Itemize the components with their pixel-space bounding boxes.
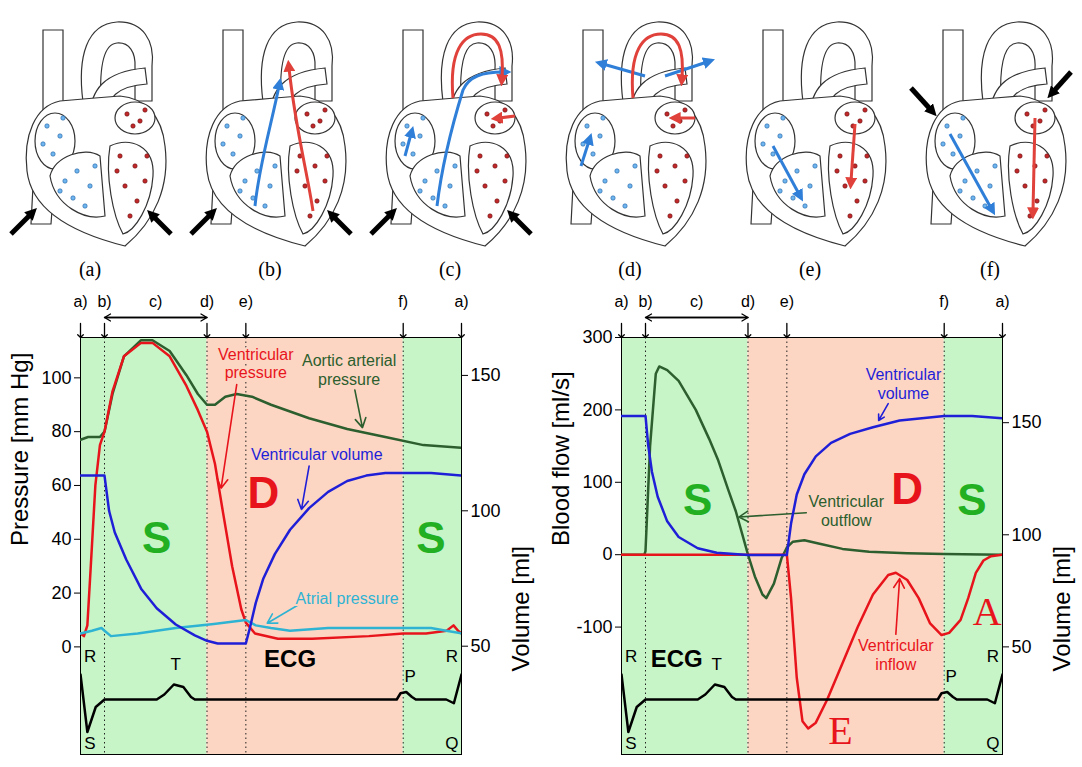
svg-text:a): a) xyxy=(995,293,1009,310)
svg-text:S: S xyxy=(625,734,636,753)
svg-text:R: R xyxy=(625,647,637,666)
svg-text:Ventricularinflow: Ventricularinflow xyxy=(858,637,934,672)
svg-text:(d): (d) xyxy=(618,258,641,281)
svg-text:50: 50 xyxy=(1012,637,1032,657)
svg-text:150: 150 xyxy=(1012,412,1042,432)
svg-text:0: 0 xyxy=(61,637,71,657)
svg-text:(e): (e) xyxy=(799,258,821,281)
svg-text:Q: Q xyxy=(986,734,999,753)
svg-text:b): b) xyxy=(97,293,111,310)
svg-text:Volume [ml]: Volume [ml] xyxy=(507,546,534,671)
svg-text:100: 100 xyxy=(1012,525,1042,545)
svg-text:ECG: ECG xyxy=(651,645,703,672)
svg-text:e): e) xyxy=(780,293,794,310)
svg-text:a): a) xyxy=(454,293,468,310)
svg-text:-100: -100 xyxy=(576,617,612,637)
svg-text:Pressure [mm Hg]: Pressure [mm Hg] xyxy=(6,353,33,546)
svg-text:ECG: ECG xyxy=(264,645,316,672)
svg-text:Ventricularpressure: Ventricularpressure xyxy=(218,346,294,381)
svg-text:Blood flow [ml/s]: Blood flow [ml/s] xyxy=(547,371,574,546)
svg-text:D: D xyxy=(891,464,923,513)
svg-text:T: T xyxy=(171,655,181,674)
svg-text:f): f) xyxy=(939,293,949,310)
svg-text:d): d) xyxy=(200,293,214,310)
svg-text:0: 0 xyxy=(602,544,612,564)
svg-text:Ventricularvolume: Ventricularvolume xyxy=(866,366,942,401)
svg-text:(b): (b) xyxy=(258,258,281,281)
svg-text:60: 60 xyxy=(51,475,71,495)
svg-text:40: 40 xyxy=(51,529,71,549)
svg-text:S: S xyxy=(84,734,95,753)
svg-text:c): c) xyxy=(149,293,162,310)
svg-text:100: 100 xyxy=(471,501,501,521)
svg-text:a): a) xyxy=(614,293,628,310)
svg-text:S: S xyxy=(957,475,986,524)
svg-text:R: R xyxy=(987,647,999,666)
svg-text:200: 200 xyxy=(582,400,612,420)
svg-text:P: P xyxy=(404,667,415,686)
svg-text:R: R xyxy=(446,647,458,666)
svg-text:e): e) xyxy=(239,293,253,310)
svg-text:300: 300 xyxy=(582,327,612,347)
svg-text:80: 80 xyxy=(51,421,71,441)
svg-text:Aortic arterialpressure: Aortic arterialpressure xyxy=(302,352,396,387)
svg-text:(a): (a) xyxy=(79,258,101,281)
svg-text:150: 150 xyxy=(471,365,501,385)
svg-text:Atrial pressure: Atrial pressure xyxy=(296,590,399,607)
svg-text:E: E xyxy=(828,708,852,753)
svg-text:(f): (f) xyxy=(980,258,1000,281)
svg-text:D: D xyxy=(247,468,279,517)
svg-text:Volume [ml]: Volume [ml] xyxy=(1048,546,1075,671)
svg-text:100: 100 xyxy=(582,472,612,492)
svg-text:50: 50 xyxy=(471,636,491,656)
svg-text:Ventricular volume: Ventricular volume xyxy=(251,446,383,463)
svg-text:R: R xyxy=(84,647,96,666)
svg-text:Ventricularoutflow: Ventricularoutflow xyxy=(808,493,884,528)
svg-text:b): b) xyxy=(638,293,652,310)
svg-text:S: S xyxy=(683,475,712,524)
svg-text:Q: Q xyxy=(445,734,458,753)
svg-text:d): d) xyxy=(741,293,755,310)
svg-text:S: S xyxy=(142,513,171,562)
svg-text:a): a) xyxy=(73,293,87,310)
svg-text:f): f) xyxy=(398,293,408,310)
svg-text:20: 20 xyxy=(51,583,71,603)
svg-text:P: P xyxy=(945,667,956,686)
svg-text:(c): (c) xyxy=(439,258,461,281)
svg-text:100: 100 xyxy=(41,368,71,388)
svg-text:S: S xyxy=(416,513,445,562)
svg-text:T: T xyxy=(712,655,722,674)
svg-text:A: A xyxy=(973,589,1002,634)
svg-text:c): c) xyxy=(690,293,703,310)
